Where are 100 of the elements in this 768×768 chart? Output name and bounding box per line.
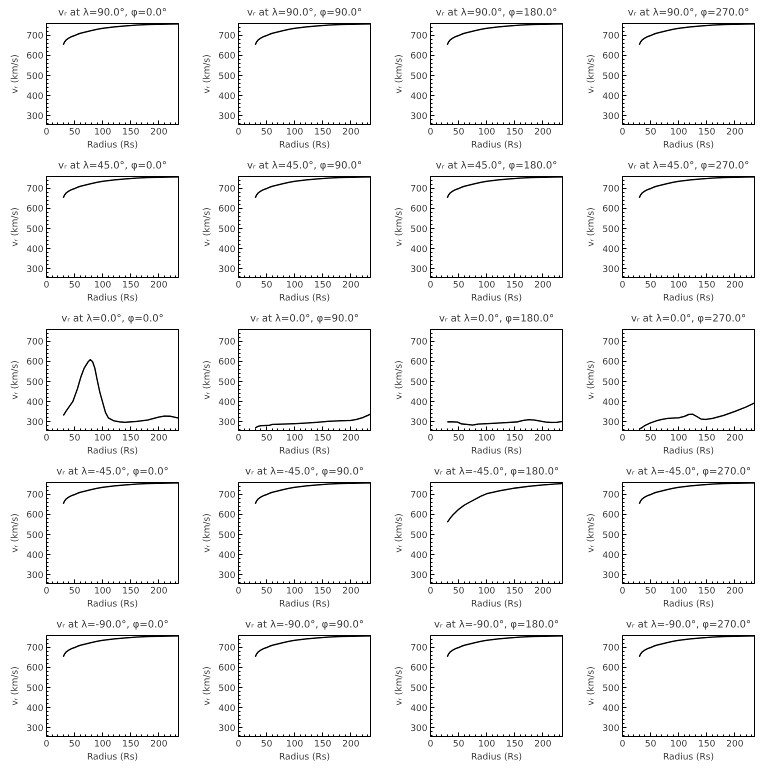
x-axis-title: Radius (Rs) xyxy=(663,140,714,150)
y-tick-label: 500 xyxy=(218,530,236,541)
x-axis-title: Radius (Rs) xyxy=(663,752,714,762)
x-tick-label: 0 xyxy=(428,740,434,750)
y-tick-label: 500 xyxy=(410,530,428,541)
x-tick-label: 100 xyxy=(670,128,688,138)
y-tick-label: 600 xyxy=(218,204,236,215)
chart-title: vᵣ at λ=45.0°, φ=270.0° xyxy=(628,160,750,172)
chart-title: vᵣ at λ=0.0°, φ=270.0° xyxy=(630,314,746,324)
x-axis-title: Radius (Rs) xyxy=(663,294,714,304)
y-tick-label: 300 xyxy=(602,724,620,734)
chart-title: vᵣ at λ=-90.0°, φ=270.0° xyxy=(626,620,752,630)
x-tick-label: 50 xyxy=(644,280,657,290)
y-tick-label: 400 xyxy=(218,550,236,561)
chart-title: vᵣ at λ=-45.0°, φ=90.0° xyxy=(245,466,364,478)
y-tick-label: 700 xyxy=(410,338,428,348)
y-tick-label: 600 xyxy=(410,52,428,62)
x-tick-label: 100 xyxy=(478,434,496,444)
x-tick-label: 100 xyxy=(94,280,112,290)
y-tick-label: 600 xyxy=(602,204,620,215)
x-axis-title: Radius (Rs) xyxy=(471,752,522,762)
y-tick-label: 400 xyxy=(410,244,428,255)
y-tick-label: 400 xyxy=(26,244,44,255)
x-tick-label: 0 xyxy=(428,434,434,444)
y-tick-label: 600 xyxy=(26,510,44,521)
y-axis-title: vᵣ (km/s) xyxy=(10,207,20,247)
y-axis-title: vᵣ (km/s) xyxy=(202,207,212,247)
y-axis-title: vᵣ (km/s) xyxy=(586,360,596,400)
x-tick-label: 50 xyxy=(644,434,657,444)
chart-title: vᵣ at λ=45.0°, φ=90.0° xyxy=(246,160,362,172)
chart-title: vᵣ at λ=90.0°, φ=180.0° xyxy=(436,8,558,18)
y-tick-label: 300 xyxy=(410,264,428,275)
y-tick-label: 500 xyxy=(218,72,236,82)
x-tick-label: 100 xyxy=(286,434,304,444)
chart-title: vᵣ at λ=-90.0°, φ=90.0° xyxy=(245,620,364,630)
y-tick-label: 500 xyxy=(218,684,236,694)
x-tick-label: 0 xyxy=(620,280,626,290)
y-tick-label: 500 xyxy=(26,378,44,388)
x-tick-label: 0 xyxy=(236,586,242,596)
x-tick-label: 200 xyxy=(342,434,360,444)
x-tick-label: 150 xyxy=(698,740,716,750)
y-axis-title: vᵣ (km/s) xyxy=(586,513,596,553)
y-axis-title: vᵣ (km/s) xyxy=(10,513,20,553)
chart-title: vᵣ at λ=0.0°, φ=180.0° xyxy=(438,314,554,324)
x-tick-label: 100 xyxy=(670,740,688,750)
chart-title: vᵣ at λ=-90.0°, φ=180.0° xyxy=(434,620,560,630)
y-axis-title: vᵣ (km/s) xyxy=(202,360,212,400)
y-tick-label: 500 xyxy=(602,378,620,388)
x-axis-title: Radius (Rs) xyxy=(471,140,522,150)
y-tick-label: 400 xyxy=(218,92,236,102)
x-tick-label: 100 xyxy=(478,740,496,750)
x-axis-title: Radius (Rs) xyxy=(87,294,138,304)
y-tick-label: 600 xyxy=(26,52,44,62)
y-tick-label: 400 xyxy=(26,92,44,102)
x-tick-label: 50 xyxy=(452,434,465,444)
y-tick-label: 700 xyxy=(602,490,620,501)
y-tick-label: 600 xyxy=(602,664,620,674)
chart-title: vᵣ at λ=-45.0°, φ=180.0° xyxy=(434,466,560,478)
x-tick-label: 200 xyxy=(150,128,168,138)
y-tick-label: 700 xyxy=(26,338,44,348)
y-tick-label: 700 xyxy=(26,644,44,654)
y-tick-label: 600 xyxy=(410,664,428,674)
x-tick-label: 0 xyxy=(236,740,242,750)
chart-title: vᵣ at λ=-45.0°, φ=0.0° xyxy=(56,466,169,478)
y-tick-label: 400 xyxy=(26,704,44,714)
x-tick-label: 100 xyxy=(670,434,688,444)
y-tick-label: 500 xyxy=(410,72,428,82)
x-tick-label: 50 xyxy=(68,586,81,596)
x-tick-label: 200 xyxy=(150,434,168,444)
x-tick-label: 200 xyxy=(534,128,552,138)
x-tick-label: 50 xyxy=(260,586,273,596)
y-tick-label: 600 xyxy=(26,358,44,368)
x-tick-label: 0 xyxy=(428,128,434,138)
y-tick-label: 600 xyxy=(410,358,428,368)
y-tick-label: 400 xyxy=(410,398,428,408)
y-tick-label: 300 xyxy=(410,418,428,428)
y-tick-label: 700 xyxy=(218,490,236,501)
y-tick-label: 300 xyxy=(602,570,620,581)
y-tick-label: 600 xyxy=(218,510,236,521)
x-tick-label: 50 xyxy=(644,128,657,138)
y-tick-label: 700 xyxy=(410,490,428,501)
y-tick-label: 500 xyxy=(602,530,620,541)
x-tick-label: 100 xyxy=(94,586,112,596)
x-tick-label: 200 xyxy=(150,740,168,750)
x-tick-label: 200 xyxy=(342,128,360,138)
x-axis-title: Radius (Rs) xyxy=(663,446,714,456)
x-tick-label: 0 xyxy=(44,280,50,290)
x-tick-label: 150 xyxy=(122,586,140,596)
x-tick-label: 0 xyxy=(620,740,626,750)
x-tick-label: 0 xyxy=(620,128,626,138)
y-tick-label: 700 xyxy=(218,338,236,348)
x-axis-title: Radius (Rs) xyxy=(87,140,138,150)
x-tick-label: 200 xyxy=(726,740,744,750)
x-tick-label: 50 xyxy=(452,740,465,750)
x-tick-label: 50 xyxy=(260,434,273,444)
x-tick-label: 150 xyxy=(506,434,524,444)
y-axis-title: vᵣ (km/s) xyxy=(202,513,212,553)
x-tick-label: 150 xyxy=(506,740,524,750)
y-tick-label: 600 xyxy=(410,204,428,215)
y-tick-label: 300 xyxy=(26,112,44,122)
